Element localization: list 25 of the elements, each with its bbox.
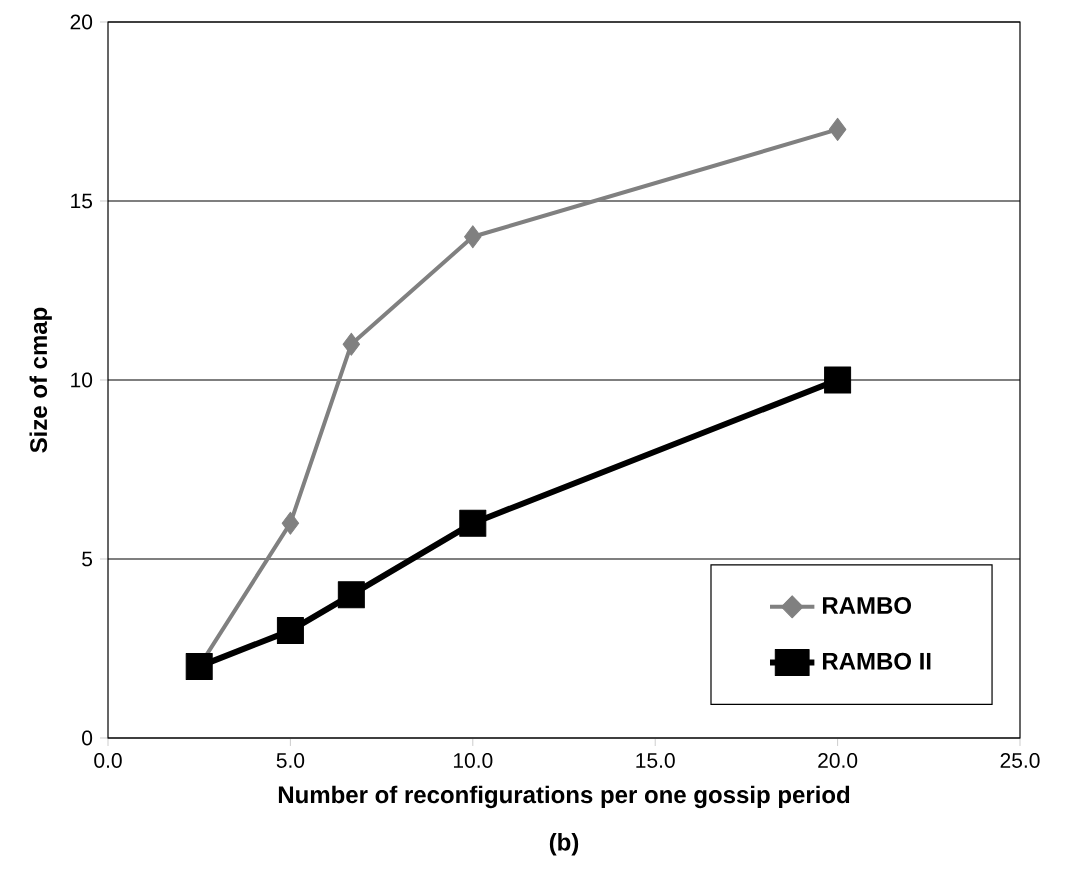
text: (b) bbox=[549, 833, 579, 856]
x-axis-title: Number of reconfigurations per one gossip period bbox=[278, 785, 850, 809]
point bbox=[824, 366, 852, 394]
point bbox=[276, 617, 304, 645]
point bbox=[459, 509, 487, 537]
y-tick-label: 20 bbox=[70, 14, 93, 30]
point bbox=[185, 652, 213, 680]
x-tick-label: 0.0 bbox=[94, 753, 122, 768]
x-tick-label: 10.0 bbox=[453, 753, 493, 768]
x-tick-label: 5.0 bbox=[276, 753, 305, 768]
point bbox=[281, 511, 300, 535]
point bbox=[464, 225, 482, 249]
y-tick-label: 10 bbox=[71, 372, 93, 388]
y-tick-label: 15 bbox=[71, 193, 93, 209]
x-tick-label: 20.0 bbox=[818, 753, 858, 768]
y-tick-label: 5 bbox=[82, 551, 93, 567]
point bbox=[342, 332, 361, 356]
y-tick-label: 0 bbox=[82, 730, 93, 746]
legend-label: RAMBO II bbox=[822, 652, 931, 670]
legend-label: RAMBO bbox=[822, 596, 912, 614]
point bbox=[337, 581, 365, 609]
point bbox=[828, 117, 847, 141]
x-tick-label: 25.0 bbox=[1000, 753, 1040, 768]
x-tick-label: 15.0 bbox=[636, 753, 675, 768]
y-axis-title: Size of cmap bbox=[29, 307, 52, 453]
